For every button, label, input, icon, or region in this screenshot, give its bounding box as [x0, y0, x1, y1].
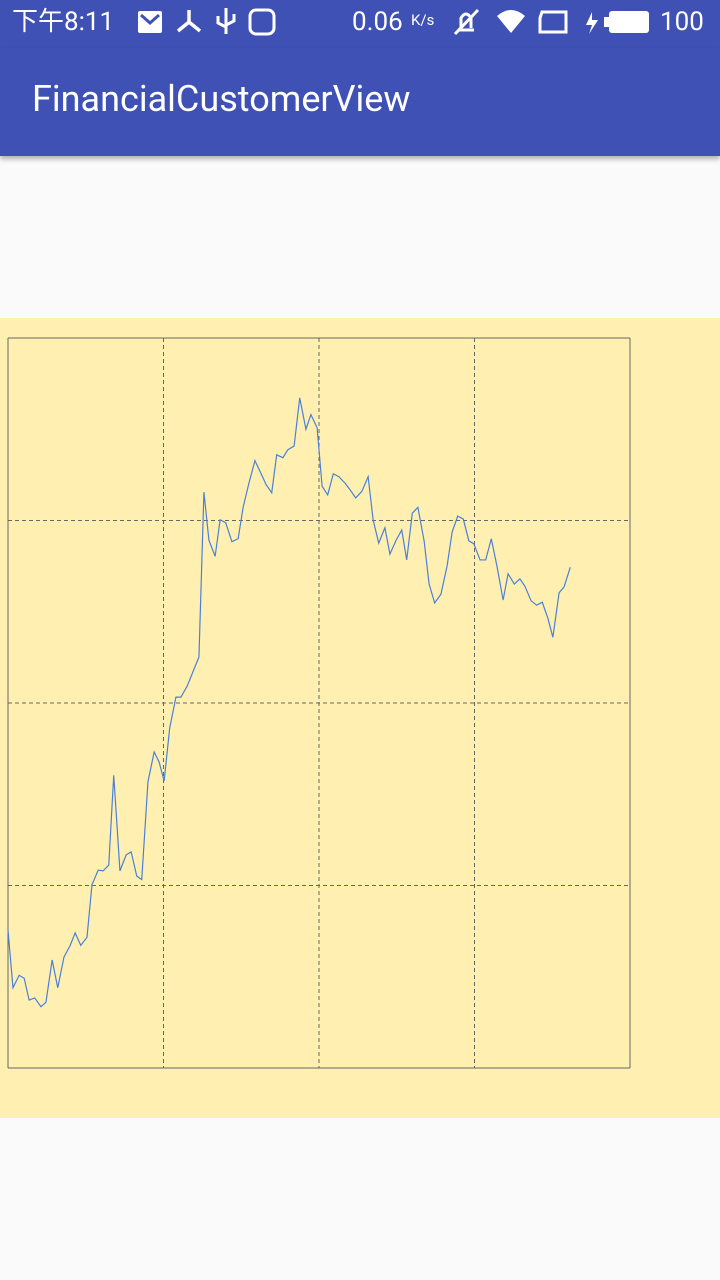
battery-level: 100: [660, 7, 704, 37]
price-line: [7, 397, 571, 1008]
usb-icon: [216, 8, 236, 34]
net-unit: K/s: [411, 11, 434, 29]
battery-tip: [604, 17, 609, 27]
share-icon: [176, 10, 202, 33]
app-title: FinancialCustomerView: [32, 78, 411, 120]
chart-background: [0, 318, 720, 1118]
wifi-icon: [497, 10, 525, 33]
clock: 下午8:11: [12, 7, 114, 37]
mail-flap: [140, 13, 160, 26]
net-speed: 0.06: [352, 7, 403, 37]
mute-icon: [453, 8, 480, 36]
status-bar: 下午8:11 0.06 K/s 100: [0, 0, 720, 48]
app-icon: [248, 8, 276, 36]
app-bar: FinancialCustomerView: [0, 48, 720, 156]
battery-icon: [609, 11, 649, 33]
chart: [0, 318, 720, 1118]
charge-icon: [586, 12, 598, 34]
sim-icon: [538, 10, 568, 34]
